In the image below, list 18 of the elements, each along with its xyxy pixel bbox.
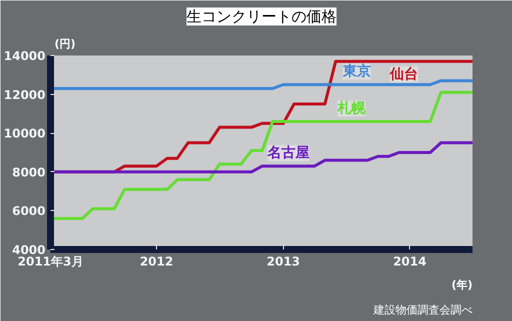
y-axis-title: (円) <box>54 38 76 50</box>
series-label: 仙台 <box>389 66 418 82</box>
x-tick-label: 2011年3月 <box>18 254 84 268</box>
x-tick-label: 2013 <box>266 254 300 268</box>
x-tick-label: 2014 <box>393 254 426 268</box>
y-tick-label: 8000 <box>12 165 46 180</box>
x-axis-title: (年) <box>451 278 473 292</box>
series-label: 名古屋 <box>266 145 310 162</box>
text: 建設物価調査会調べ <box>372 304 472 316</box>
y-tick-label: 6000 <box>12 204 46 218</box>
x-tick-label: 2012 <box>140 254 174 268</box>
y-tick-label: 14000 <box>4 49 46 63</box>
y-tick-label: 10000 <box>4 126 46 141</box>
series-label: 東京 <box>342 62 371 80</box>
y-tick-label: 12000 <box>4 88 46 102</box>
series-label: 札幌 <box>336 100 366 116</box>
chart-title: 生コンクリートの価格 <box>186 8 336 26</box>
y-tick-label: 4000 <box>12 243 46 257</box>
